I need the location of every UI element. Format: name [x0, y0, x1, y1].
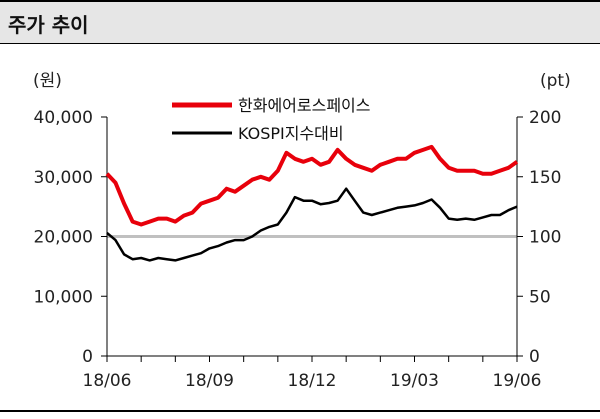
x-axis-tick-label: 19/03 [390, 371, 439, 391]
legend-label-kospi: KOSPI지수대비 [238, 124, 344, 143]
left-axis-unit: (원) [33, 71, 62, 91]
page-title: 주가 추이 [8, 13, 89, 37]
left-axis-tick-label: 0 [82, 347, 93, 367]
bottom-divider [0, 410, 600, 412]
x-axis-tick-label: 18/12 [288, 371, 337, 391]
right-axis-unit: (pt) [540, 71, 571, 91]
title-bar: 주가 추이 [0, 0, 600, 44]
legend-label-hanwha: 한화에어로스페이스 [238, 96, 370, 115]
right-axis-tick-label: 50 [529, 287, 551, 307]
right-axis-tick-label: 100 [529, 228, 561, 248]
right-axis-tick-label: 0 [529, 347, 540, 367]
right-axis-tick-label: 200 [529, 108, 561, 128]
series-line-kospi [106, 187, 518, 262]
right-axis-tick-label: 150 [529, 168, 561, 188]
x-axis-tick-label: 19/06 [493, 371, 542, 391]
legend: 한화에어로스페이스 KOSPI지수대비 [172, 96, 370, 143]
left-axis-tick-label: 30,000 [34, 168, 93, 188]
x-axis-tick-label: 18/09 [185, 371, 234, 391]
left-axis-tick-label: 40,000 [34, 108, 93, 128]
left-axis-tick-label: 20,000 [34, 228, 93, 248]
series-line-hanwha [105, 144, 519, 227]
left-axis-tick-label: 10,000 [34, 287, 93, 307]
x-axis-tick-label: 18/06 [83, 371, 132, 391]
